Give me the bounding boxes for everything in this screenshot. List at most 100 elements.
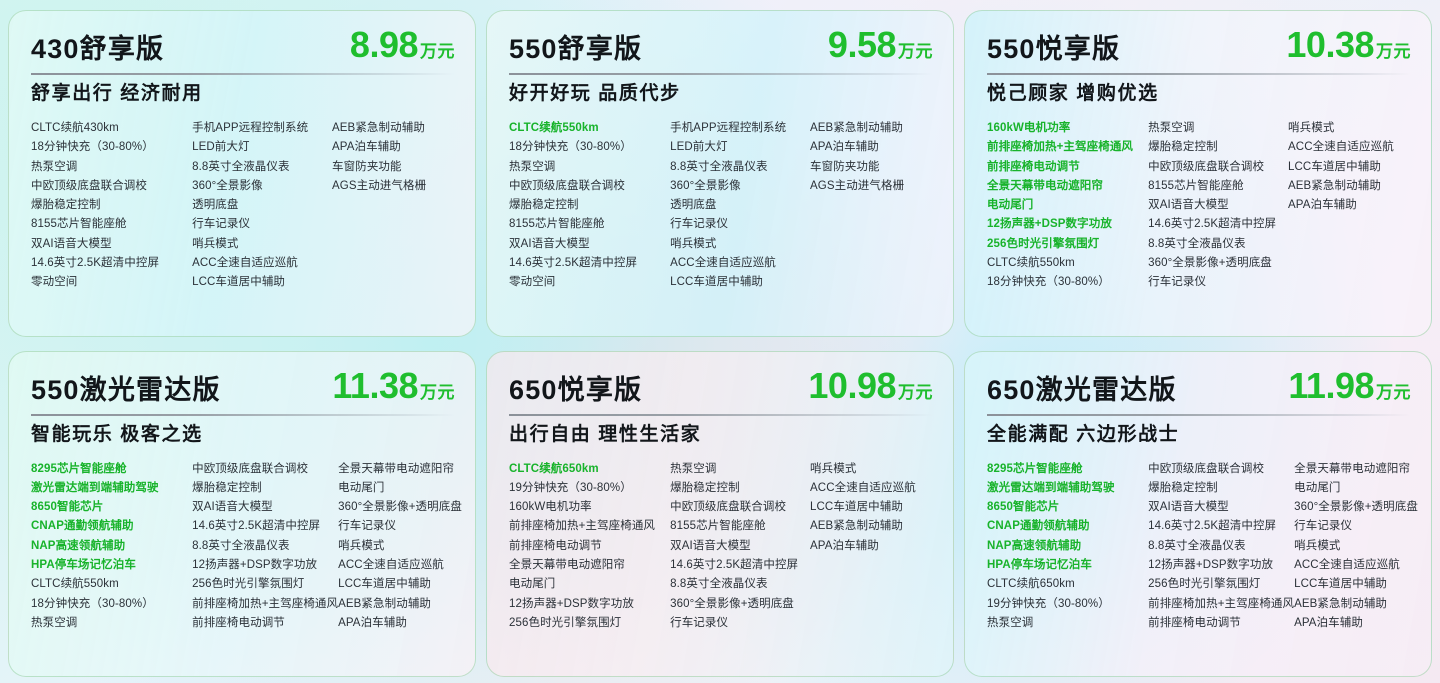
feature-item: 18分钟快充（30-80%） (31, 141, 154, 154)
feature-item: ACC全速自适应巡航 (1288, 141, 1394, 154)
feature-item: 双AI语音大模型 (509, 237, 590, 250)
feature-item: 256色时光引擎氛围灯 (192, 578, 305, 591)
feature-columns: 8295芯片智能座舱 激光雷达端到端辅助驾驶 8650智能芯片 CNAP通勤领航辅助 N… (31, 460, 462, 634)
feature-item: 14.6英寸2.5K超清中控屏 (509, 257, 638, 270)
feature-item: 14.6英寸2.5K超清中控屏 (31, 257, 160, 270)
feature-item: 热泵空调 (670, 462, 717, 475)
feature-item: 全景天幕带电动遮阳帘 (1294, 462, 1411, 475)
feature-item: 8.8英寸全液晶仪表 (1148, 237, 1246, 250)
feature-item: CLTC续航550km (31, 578, 119, 591)
feature-item: 256色时光引擎氛围灯 (1148, 578, 1261, 591)
feature-item: 360°全景影像+透明底盘 (670, 597, 794, 610)
feature-item: LCC车道居中辅助 (670, 276, 764, 289)
feature-item: 360°全景影像 (192, 179, 263, 192)
feature-item: 14.6英寸2.5K超清中控屏 (670, 558, 799, 571)
feature-item: 热泵空调 (31, 160, 78, 173)
price-unit: 万元 (420, 382, 455, 402)
feature-item: 256色时光引擎氛围灯 (509, 616, 622, 629)
feature-item: 中欧顶级底盘联合调校 (509, 179, 625, 192)
feature-item: 8650智能芯片 (987, 501, 1060, 514)
feature-item: 360°全景影像+透明底盘 (338, 501, 462, 514)
price-block: 9.58 万元 (828, 27, 933, 63)
card-header: 550悦享版 10.38 万元 (987, 27, 1411, 63)
trim-card[interactable]: 650激光雷达版 11.98 万元 全能满配 六边形战士 8295芯片智能座舱 激光雷达端… (964, 350, 1432, 677)
feature-column: 哨兵模式 ACC全速自适应巡航 LCC车道居中辅助 AEB紧急制动辅助 APA泊车辅助 (810, 460, 933, 634)
trim-name: 650悦享版 (509, 374, 643, 405)
feature-column: CLTC续航550km 18分钟快充（30-80%） 热泵空调 中欧顶级底盘联合调校爆… (509, 119, 670, 293)
feature-item: AEB紧急制动辅助 (810, 122, 903, 134)
price-unit: 万元 (420, 42, 455, 61)
feature-item: 8.8英寸全液晶仪表 (670, 160, 768, 173)
feature-item: 爆胎稳定控制 (192, 481, 262, 494)
feature-item: 电动尾门 (1294, 481, 1341, 494)
feature-item: 双AI语音大模型 (670, 539, 751, 552)
feature-item: 12扬声器+DSP数字功放 (509, 597, 634, 610)
feature-item: 8155芯片智能座舱 (509, 218, 605, 231)
feature-item: APA泊车辅助 (810, 141, 879, 154)
feature-item: 8.8英寸全液晶仪表 (192, 160, 290, 173)
feature-item: AGS主动进气格栅 (810, 179, 905, 192)
feature-item: CLTC续航430km (31, 122, 119, 134)
feature-item: 爆胎稳定控制 (31, 199, 101, 212)
feature-item: LCC车道居中辅助 (192, 276, 286, 289)
trim-card[interactable]: 550悦享版 10.38 万元 悦己顾家 增购优选 160kW电机功率 前排座椅加热+主驾… (964, 10, 1432, 337)
feature-item: 18分钟快充（30-80%） (31, 597, 154, 610)
feature-item: AGS主动进气格栅 (332, 179, 427, 192)
trim-card[interactable]: 430舒享版 8.98 万元 舒享出行 经济耐用 CLTC续航430km 18分钟快充（3… (8, 10, 476, 337)
trim-card[interactable]: 650悦享版 10.98 万元 出行自由 理性生活家 CLTC续航650km 19分钟快充… (486, 350, 954, 677)
feature-item: APA泊车辅助 (810, 539, 879, 552)
price-value: 10.38 (1286, 24, 1374, 65)
feature-item: 行车记录仪 (1148, 276, 1207, 289)
header-divider (31, 73, 455, 75)
feature-column: 8295芯片智能座舱 激光雷达端到端辅助驾驶 8650智能芯片 CNAP通勤领航辅助 N… (987, 460, 1148, 634)
feature-item: 14.6英寸2.5K超清中控屏 (192, 520, 321, 533)
trim-card[interactable]: 550舒享版 9.58 万元 好开好玩 品质代步 CLTC续航550km 18分钟快充（3… (486, 10, 954, 337)
feature-item: 爆胎稳定控制 (1148, 481, 1218, 494)
feature-item: 电动尾门 (338, 481, 385, 494)
feature-item: 中欧顶级底盘联合调校 (1148, 462, 1265, 475)
feature-item: 零动空间 (31, 276, 78, 289)
feature-column: 中欧顶级底盘联合调校 爆胎稳定控制 双AI语音大模型 14.6英寸2.5K超清中控屏 8… (1148, 460, 1294, 634)
feature-column: 热泵空调 爆胎稳定控制 中欧顶级底盘联合调校 8155芯片智能座舱 双AI语音大模型 14… (670, 460, 810, 634)
feature-item: CLTC续航650km (987, 578, 1075, 591)
feature-column: 哨兵模式 ACC全速自适应巡航 LCC车道居中辅助 AEB紧急制动辅助 APA泊车辅助 (1288, 119, 1411, 293)
feature-item: 前排座椅加热+主驾座椅通风 (509, 520, 656, 533)
header-divider (987, 413, 1411, 416)
price-value: 9.58 (827, 24, 897, 65)
feature-item: 零动空间 (509, 276, 556, 289)
feature-columns: 8295芯片智能座舱 激光雷达端到端辅助驾驶 8650智能芯片 CNAP通勤领航辅助 N… (987, 460, 1418, 634)
feature-item: 透明底盘 (192, 199, 239, 212)
feature-item: 行车记录仪 (192, 218, 251, 231)
feature-item: ACC全速自适应巡航 (338, 558, 444, 571)
feature-item: 全景天幕带电动遮阳帘 (338, 462, 455, 475)
feature-item: AEB紧急制动辅助 (810, 520, 903, 533)
card-header: 550激光雷达版 11.38 万元 (31, 367, 455, 405)
card-header: 550舒享版 9.58 万元 (509, 27, 933, 63)
feature-item: 前排座椅电动调节 (509, 539, 602, 552)
feature-item: 激光雷达端到端辅助驾驶 (987, 481, 1115, 494)
feature-item: 14.6英寸2.5K超清中控屏 (1148, 218, 1277, 231)
feature-column: AEB紧急制动辅助 APA泊车辅助 车窗防夹功能 AGS主动进气格栅 (810, 119, 933, 293)
feature-item: APA泊车辅助 (1294, 616, 1363, 629)
feature-item: 热泵空调 (31, 616, 78, 629)
feature-item: LED前大灯 (670, 141, 728, 154)
feature-item: AEB紧急制动辅助 (338, 597, 432, 610)
price-block: 8.98 万元 (350, 27, 455, 63)
feature-column: AEB紧急制动辅助 APA泊车辅助 车窗防夹功能 AGS主动进气格栅 (332, 119, 455, 293)
feature-item: 360°全景影像+透明底盘 (1294, 501, 1418, 514)
feature-item: CLTC续航550km (509, 122, 599, 134)
feature-item: 行车记录仪 (670, 616, 729, 629)
trim-name: 550激光雷达版 (31, 374, 221, 405)
feature-item: LCC车道居中辅助 (1294, 578, 1388, 591)
feature-item: NAP高速领航辅助 (31, 539, 126, 552)
price-block: 10.38 万元 (1286, 27, 1411, 63)
feature-item: LCC车道居中辅助 (810, 501, 903, 514)
feature-item: 中欧顶级底盘联合调校 (192, 462, 309, 475)
feature-item: 19分钟快充（30-80%） (509, 481, 632, 494)
feature-item: 爆胎稳定控制 (1148, 141, 1218, 154)
feature-column: 全景天幕带电动遮阳帘 电动尾门 360°全景影像+透明底盘 行车记录仪 哨兵模式 ACC全… (1294, 460, 1418, 634)
feature-columns: CLTC续航550km 18分钟快充（30-80%） 热泵空调 中欧顶级底盘联合调校爆… (509, 119, 933, 293)
feature-column: 手机APP远程控制系统 LED前大灯 8.8英寸全液晶仪表 360°全景影像 透明底盘行… (192, 119, 332, 293)
trim-card[interactable]: 550激光雷达版 11.38 万元 智能玩乐 极客之选 8295芯片智能座舱 激光雷达端到… (8, 350, 476, 677)
feature-item: 8.8英寸全液晶仪表 (1148, 539, 1246, 552)
